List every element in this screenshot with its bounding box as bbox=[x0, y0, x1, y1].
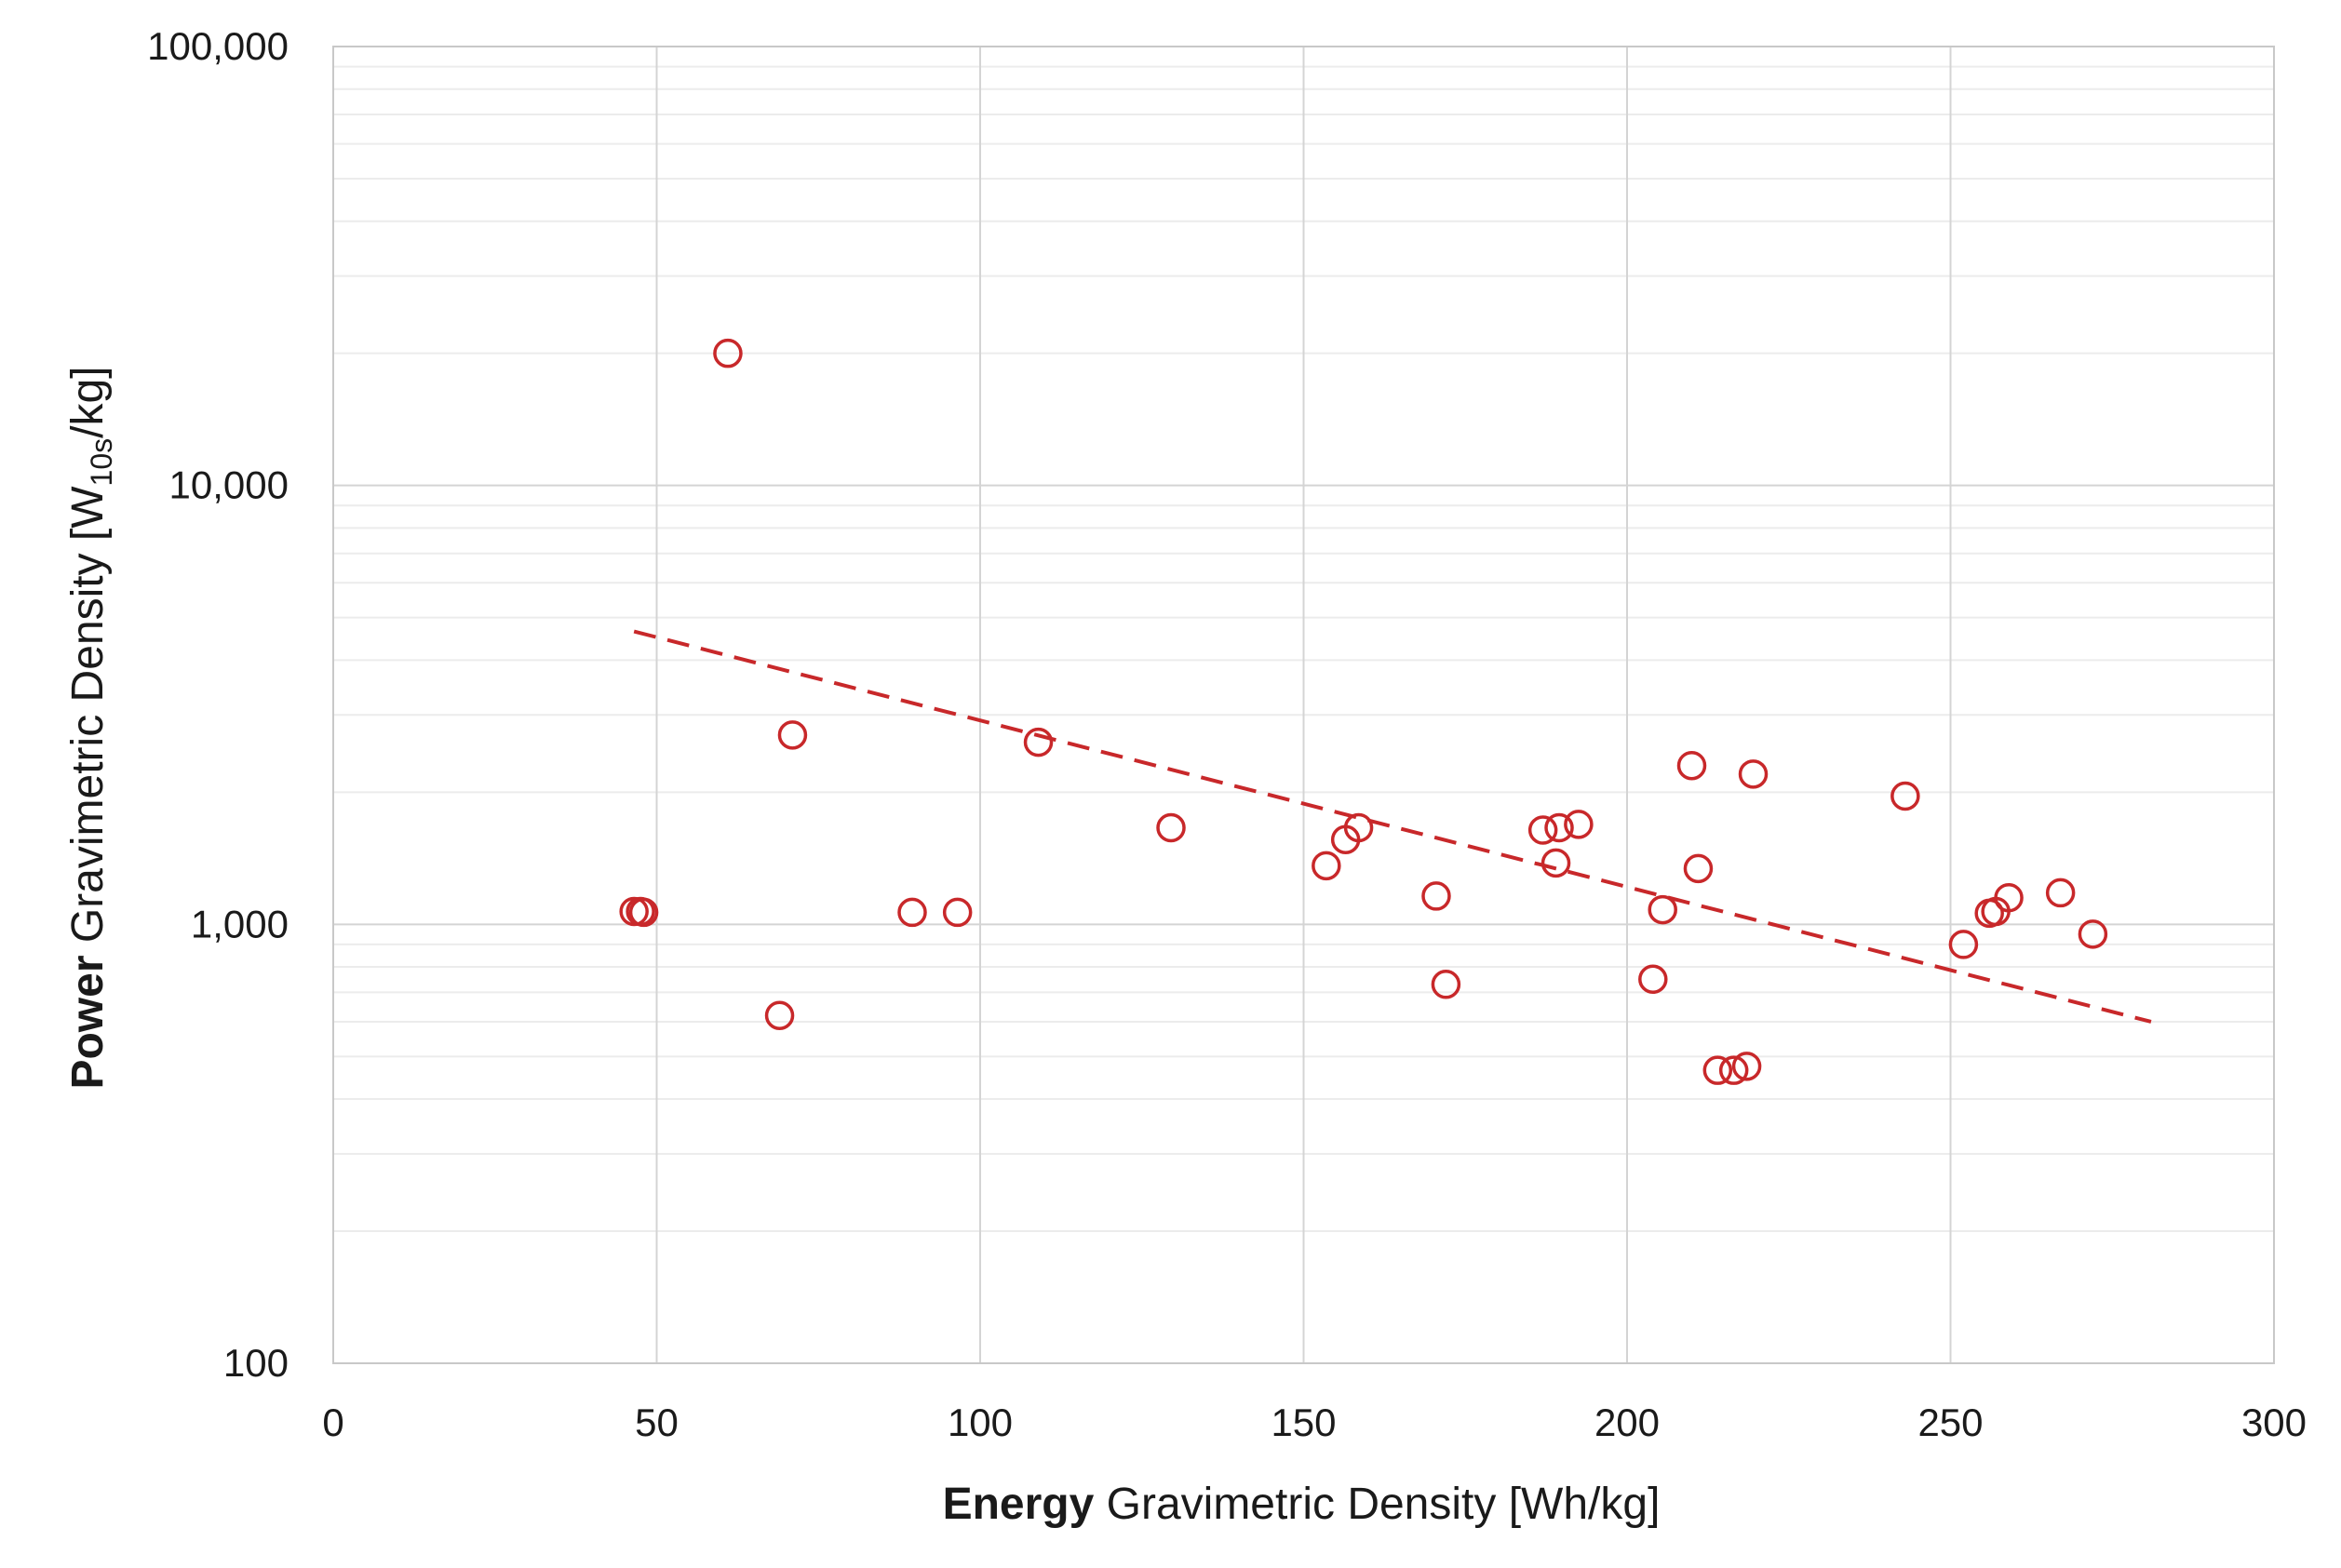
data-point bbox=[1676, 750, 1707, 781]
data-point bbox=[1564, 810, 1594, 839]
data-point bbox=[1702, 1055, 1733, 1085]
x-tick-label: 100 bbox=[948, 1400, 1013, 1444]
x-tick-label: 150 bbox=[1271, 1400, 1336, 1444]
data-points bbox=[619, 338, 2108, 1085]
trendline-segment bbox=[633, 629, 2152, 1024]
y-axis-title-end: /kg] bbox=[63, 366, 113, 437]
data-point bbox=[1738, 759, 1769, 789]
y-axis-title-rest: Gravimetric Density [W bbox=[63, 486, 113, 943]
data-point bbox=[2078, 919, 2108, 949]
x-axis-title-bold: Energy bbox=[943, 1480, 1095, 1529]
data-point bbox=[897, 897, 927, 928]
y-tick-labels: 100 1,000 10,000 100,000 bbox=[147, 24, 289, 1385]
data-point bbox=[1023, 727, 1054, 757]
data-point bbox=[1156, 812, 1186, 843]
data-point bbox=[1540, 848, 1571, 878]
y-tick-label: 1,000 bbox=[191, 902, 289, 945]
y-axis-title: Power Gravimetric Density [W10s/kg] bbox=[63, 366, 118, 1089]
trendline bbox=[633, 629, 2152, 1024]
x-tick-label: 200 bbox=[1594, 1400, 1660, 1444]
x-tick-labels: 0 50 100 150 200 250 300 bbox=[322, 1400, 2307, 1444]
data-point bbox=[1312, 851, 1341, 881]
data-point bbox=[1890, 781, 1920, 811]
data-point bbox=[1994, 882, 2024, 913]
x-tick-label: 0 bbox=[322, 1400, 343, 1444]
y-axis-title-subscript: 10s bbox=[85, 438, 118, 487]
data-point bbox=[1648, 894, 1677, 925]
x-axis-title-rest: Gravimetric Density [Wh/kg] bbox=[1107, 1480, 1661, 1529]
x-axis-title-space bbox=[1094, 1480, 1106, 1529]
data-point bbox=[713, 338, 743, 369]
data-point bbox=[942, 897, 973, 928]
x-tick-label: 50 bbox=[635, 1400, 679, 1444]
data-point bbox=[1731, 1052, 1762, 1081]
data-point bbox=[1431, 970, 1461, 999]
y-axis-title-space bbox=[63, 943, 113, 955]
data-point bbox=[1638, 964, 1668, 995]
data-point bbox=[628, 897, 659, 928]
data-point bbox=[1718, 1055, 1749, 1085]
y-tick-label: 100,000 bbox=[147, 24, 289, 68]
data-point bbox=[1527, 815, 1558, 845]
x-axis-title: Energy Gravimetric Density [Wh/kg] bbox=[943, 1480, 1661, 1529]
data-point bbox=[1948, 930, 1979, 959]
y-tick-label: 10,000 bbox=[169, 463, 289, 507]
y-tick-label: 100 bbox=[223, 1341, 289, 1385]
data-point bbox=[1343, 812, 1374, 843]
y-axis-title-bold: Power bbox=[63, 955, 113, 1089]
x-tick-label: 250 bbox=[1917, 1400, 1983, 1444]
plot-area-frame bbox=[332, 46, 2275, 1364]
data-point bbox=[1421, 881, 1451, 911]
x-tick-label: 300 bbox=[2241, 1400, 2307, 1444]
data-point bbox=[764, 1000, 795, 1031]
data-point bbox=[1544, 812, 1574, 843]
data-point bbox=[777, 720, 808, 750]
data-point bbox=[1683, 853, 1714, 884]
data-point bbox=[2045, 878, 2076, 908]
